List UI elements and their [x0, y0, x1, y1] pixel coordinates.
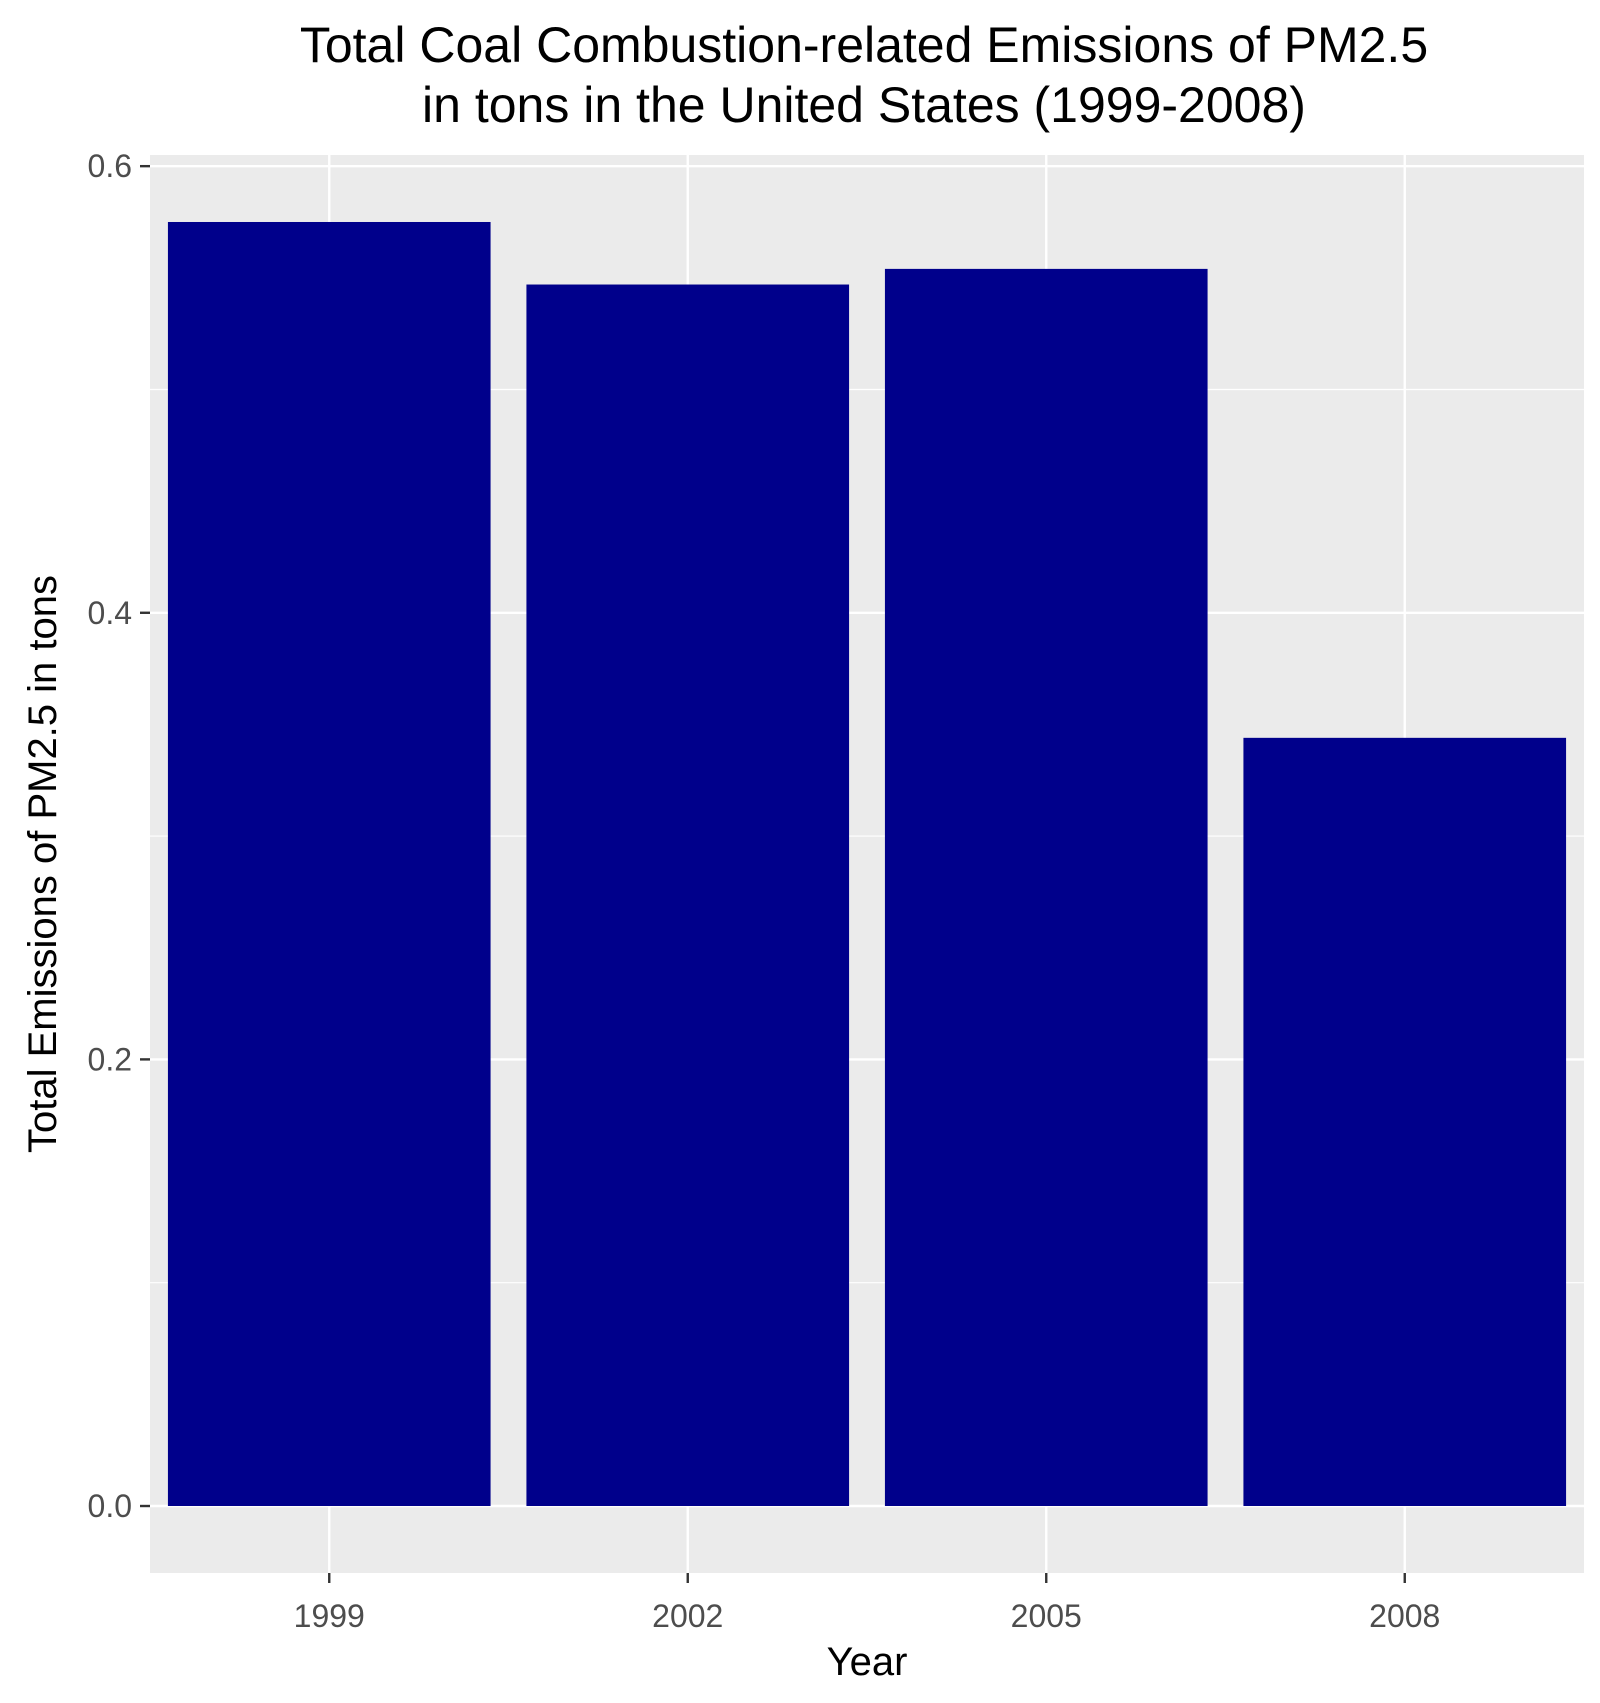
x-axis-ticks: 1999 2002 2005 2008: [294, 1573, 1440, 1634]
x-axis-title: Year: [827, 1640, 908, 1684]
bar-1999: [167, 221, 491, 1507]
bar-2005: [884, 268, 1208, 1507]
x-tick-label: 2008: [1369, 1598, 1440, 1634]
y-axis-ticks: 0.0 0.2 0.4 0.6: [88, 148, 150, 1524]
y-tick-label: 0.4: [88, 595, 132, 631]
x-tick-label: 2002: [652, 1598, 723, 1634]
x-tick-label: 2005: [1011, 1598, 1082, 1634]
bars: [167, 221, 1567, 1507]
chart-title-line-2: in tons in the United States (1999-2008): [422, 77, 1306, 133]
y-tick-label: 0.2: [88, 1041, 132, 1077]
bar-2002: [526, 284, 850, 1507]
chart-title-line-1: Total Coal Combustion-related Emissions …: [300, 17, 1428, 73]
y-tick-label: 0.6: [88, 148, 132, 184]
x-tick-label: 1999: [294, 1598, 365, 1634]
bar-2008: [1243, 737, 1567, 1507]
y-axis-title: Total Emissions of PM2.5 in tons: [21, 575, 65, 1153]
y-tick-label: 0.0: [88, 1488, 132, 1524]
